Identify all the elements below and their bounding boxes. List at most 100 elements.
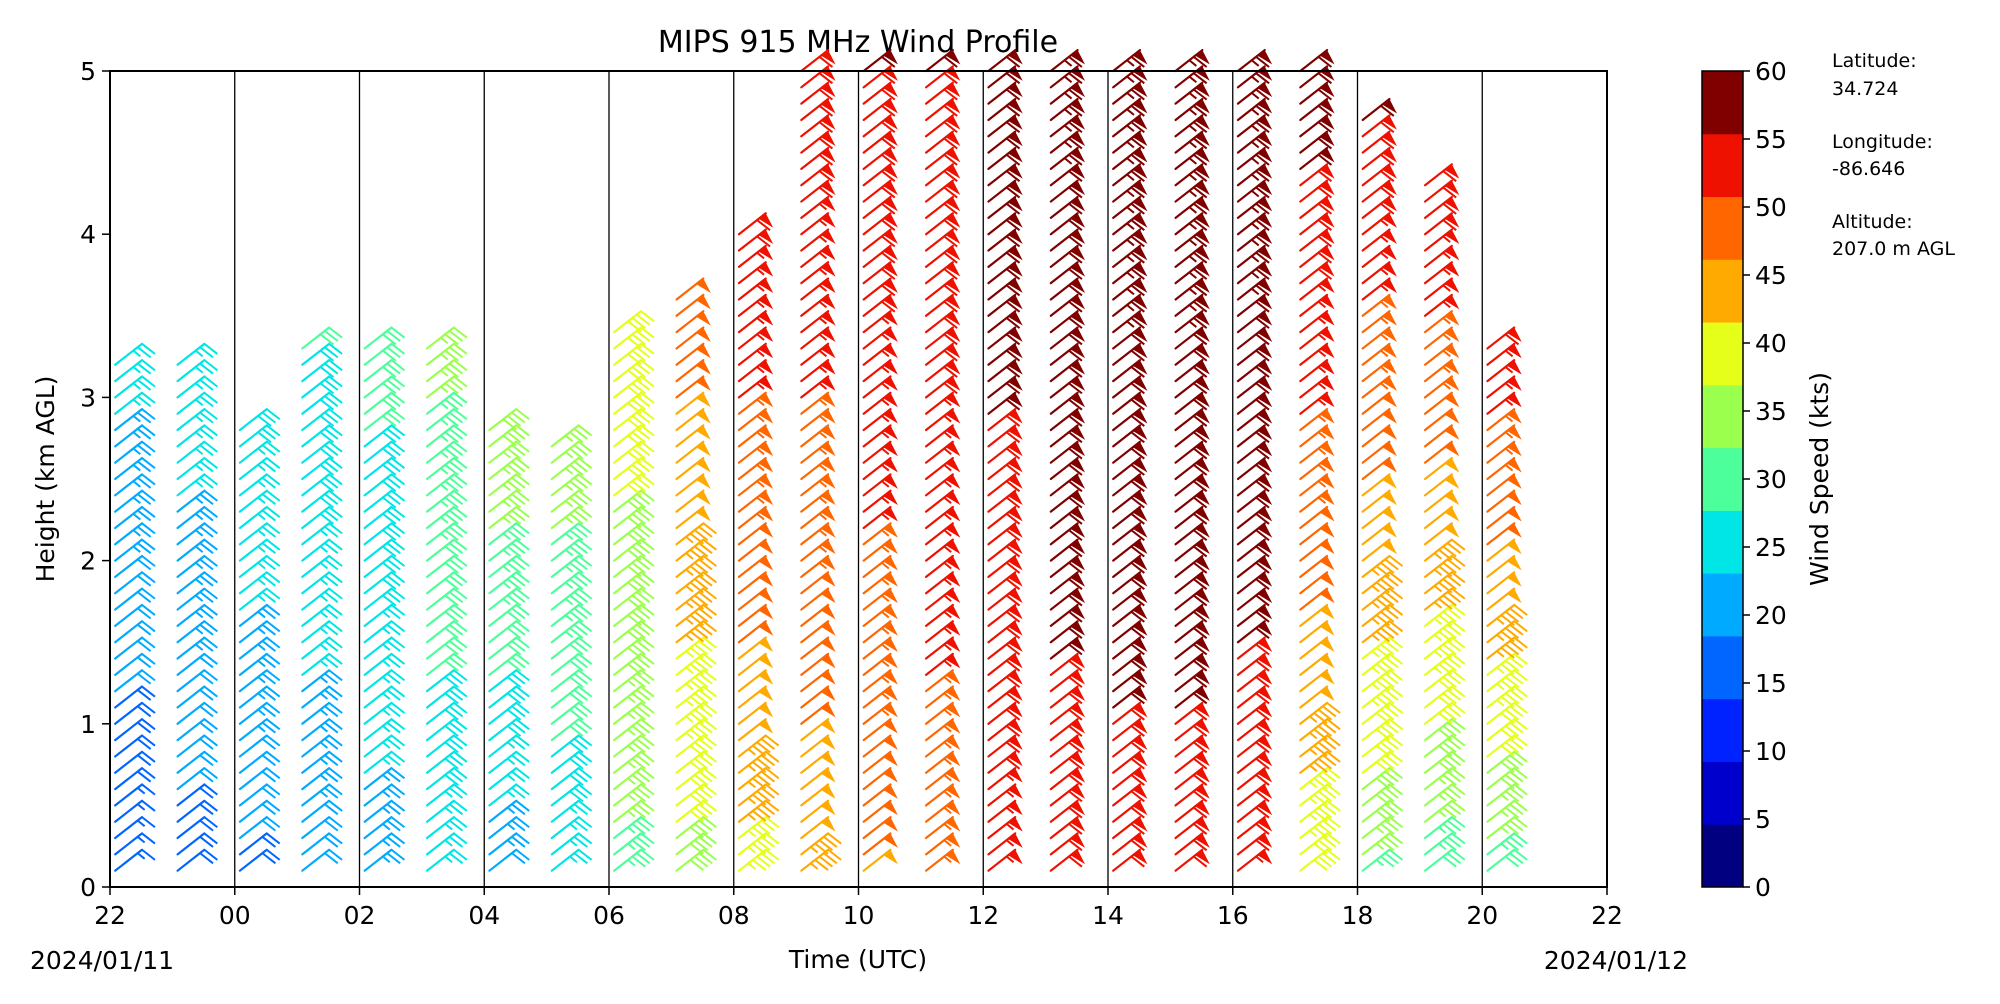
wind-barb <box>924 277 961 301</box>
wind-barb <box>1236 310 1273 334</box>
wind-barb <box>800 195 836 219</box>
wind-barb <box>1049 244 1086 268</box>
wind-barb <box>800 685 836 709</box>
wind-barb <box>363 587 406 611</box>
wind-barb <box>613 375 655 399</box>
wind-barb <box>1174 571 1210 595</box>
wind-barb <box>1112 669 1148 693</box>
wind-barb <box>1174 848 1210 872</box>
wind-barb <box>1361 554 1404 579</box>
wind-barb <box>1423 587 1466 611</box>
wind-barb <box>1361 816 1404 840</box>
wind-barb <box>488 652 530 676</box>
wind-barb <box>363 571 406 595</box>
wind-barb <box>1174 130 1210 154</box>
wind-barb <box>425 832 468 856</box>
wind-barb <box>363 408 406 432</box>
wind-barb <box>363 391 406 415</box>
wind-barb <box>1112 620 1148 644</box>
wind-barb <box>1112 799 1148 823</box>
wind-barb <box>924 212 961 236</box>
wind-barb <box>1361 783 1404 807</box>
wind-barb <box>1361 767 1404 791</box>
wind-barb <box>488 750 530 774</box>
wind-barb <box>1049 538 1086 562</box>
wind-barb <box>1423 440 1460 464</box>
wind-barb <box>238 652 281 676</box>
wind-barb <box>1299 636 1335 660</box>
wind-barb <box>987 750 1023 774</box>
wind-barb <box>1174 620 1210 644</box>
wind-barb <box>238 571 281 595</box>
wind-barb <box>613 456 655 481</box>
wind-barb <box>862 195 898 219</box>
colorbar-segment <box>1702 133 1743 198</box>
wind-barb <box>176 587 218 611</box>
wind-barb <box>1299 848 1341 872</box>
wind-barb <box>550 701 593 725</box>
wind-barb <box>1049 571 1086 595</box>
wind-barb <box>1112 424 1148 448</box>
wind-barb <box>1174 48 1210 73</box>
wind-barb <box>675 554 717 579</box>
wind-barb <box>1486 734 1528 758</box>
wind-barb <box>1174 359 1210 383</box>
wind-barb <box>987 783 1023 807</box>
wind-barb <box>1299 408 1335 432</box>
wind-barb <box>425 326 468 350</box>
wind-barb <box>862 669 898 693</box>
wind-barb <box>238 832 281 856</box>
end-date-label: 2024/01/12 <box>1544 946 1688 975</box>
x-tick-label: 08 <box>718 901 750 930</box>
wind-barb <box>1236 554 1273 579</box>
wind-barb <box>924 718 961 742</box>
wind-barb <box>613 718 655 742</box>
wind-barb <box>238 799 281 823</box>
wind-barb <box>1361 652 1404 676</box>
wind-barb <box>1299 473 1335 497</box>
wind-barb <box>1299 261 1335 285</box>
wind-barb <box>1299 277 1335 301</box>
wind-barb <box>1049 440 1086 464</box>
wind-barb <box>1299 114 1335 138</box>
wind-barb <box>1423 522 1460 546</box>
wind-barb <box>1112 816 1148 840</box>
wind-barb <box>675 620 717 644</box>
wind-barb <box>862 652 898 676</box>
wind-barb <box>1049 391 1086 415</box>
wind-barb <box>862 832 898 856</box>
wind-barb <box>363 620 406 644</box>
wind-barb <box>1112 228 1148 252</box>
wind-barb <box>1112 456 1148 481</box>
wind-barb <box>550 783 593 807</box>
wind-barb <box>800 261 836 285</box>
wind-barb <box>114 473 156 497</box>
wind-barb <box>1299 685 1335 709</box>
wind-barb <box>1423 310 1460 334</box>
colorbar-segment <box>1702 635 1743 700</box>
wind-barb <box>862 424 898 448</box>
wind-barb <box>800 408 836 432</box>
wind-barb <box>800 587 836 611</box>
wind-barb <box>363 505 406 530</box>
wind-barb <box>1236 228 1273 252</box>
x-tick-label: 12 <box>967 901 999 930</box>
wind-barb <box>1299 440 1335 464</box>
wind-barb <box>176 603 218 627</box>
wind-barb <box>1423 685 1466 709</box>
wind-barb <box>613 473 655 497</box>
wind-barb <box>862 456 898 481</box>
wind-barb <box>1049 65 1086 89</box>
wind-barb <box>800 163 836 187</box>
wind-barb <box>1361 620 1404 644</box>
wind-barb <box>800 212 836 236</box>
wind-barb <box>1423 734 1466 758</box>
wind-barb <box>114 603 156 627</box>
wind-barb <box>1112 473 1148 497</box>
wind-barb <box>800 554 836 579</box>
wind-barb <box>1049 734 1086 758</box>
wind-barb <box>1486 669 1528 693</box>
wind-barb <box>1361 587 1404 611</box>
wind-barb <box>1299 359 1335 383</box>
wind-barb <box>987 65 1023 89</box>
